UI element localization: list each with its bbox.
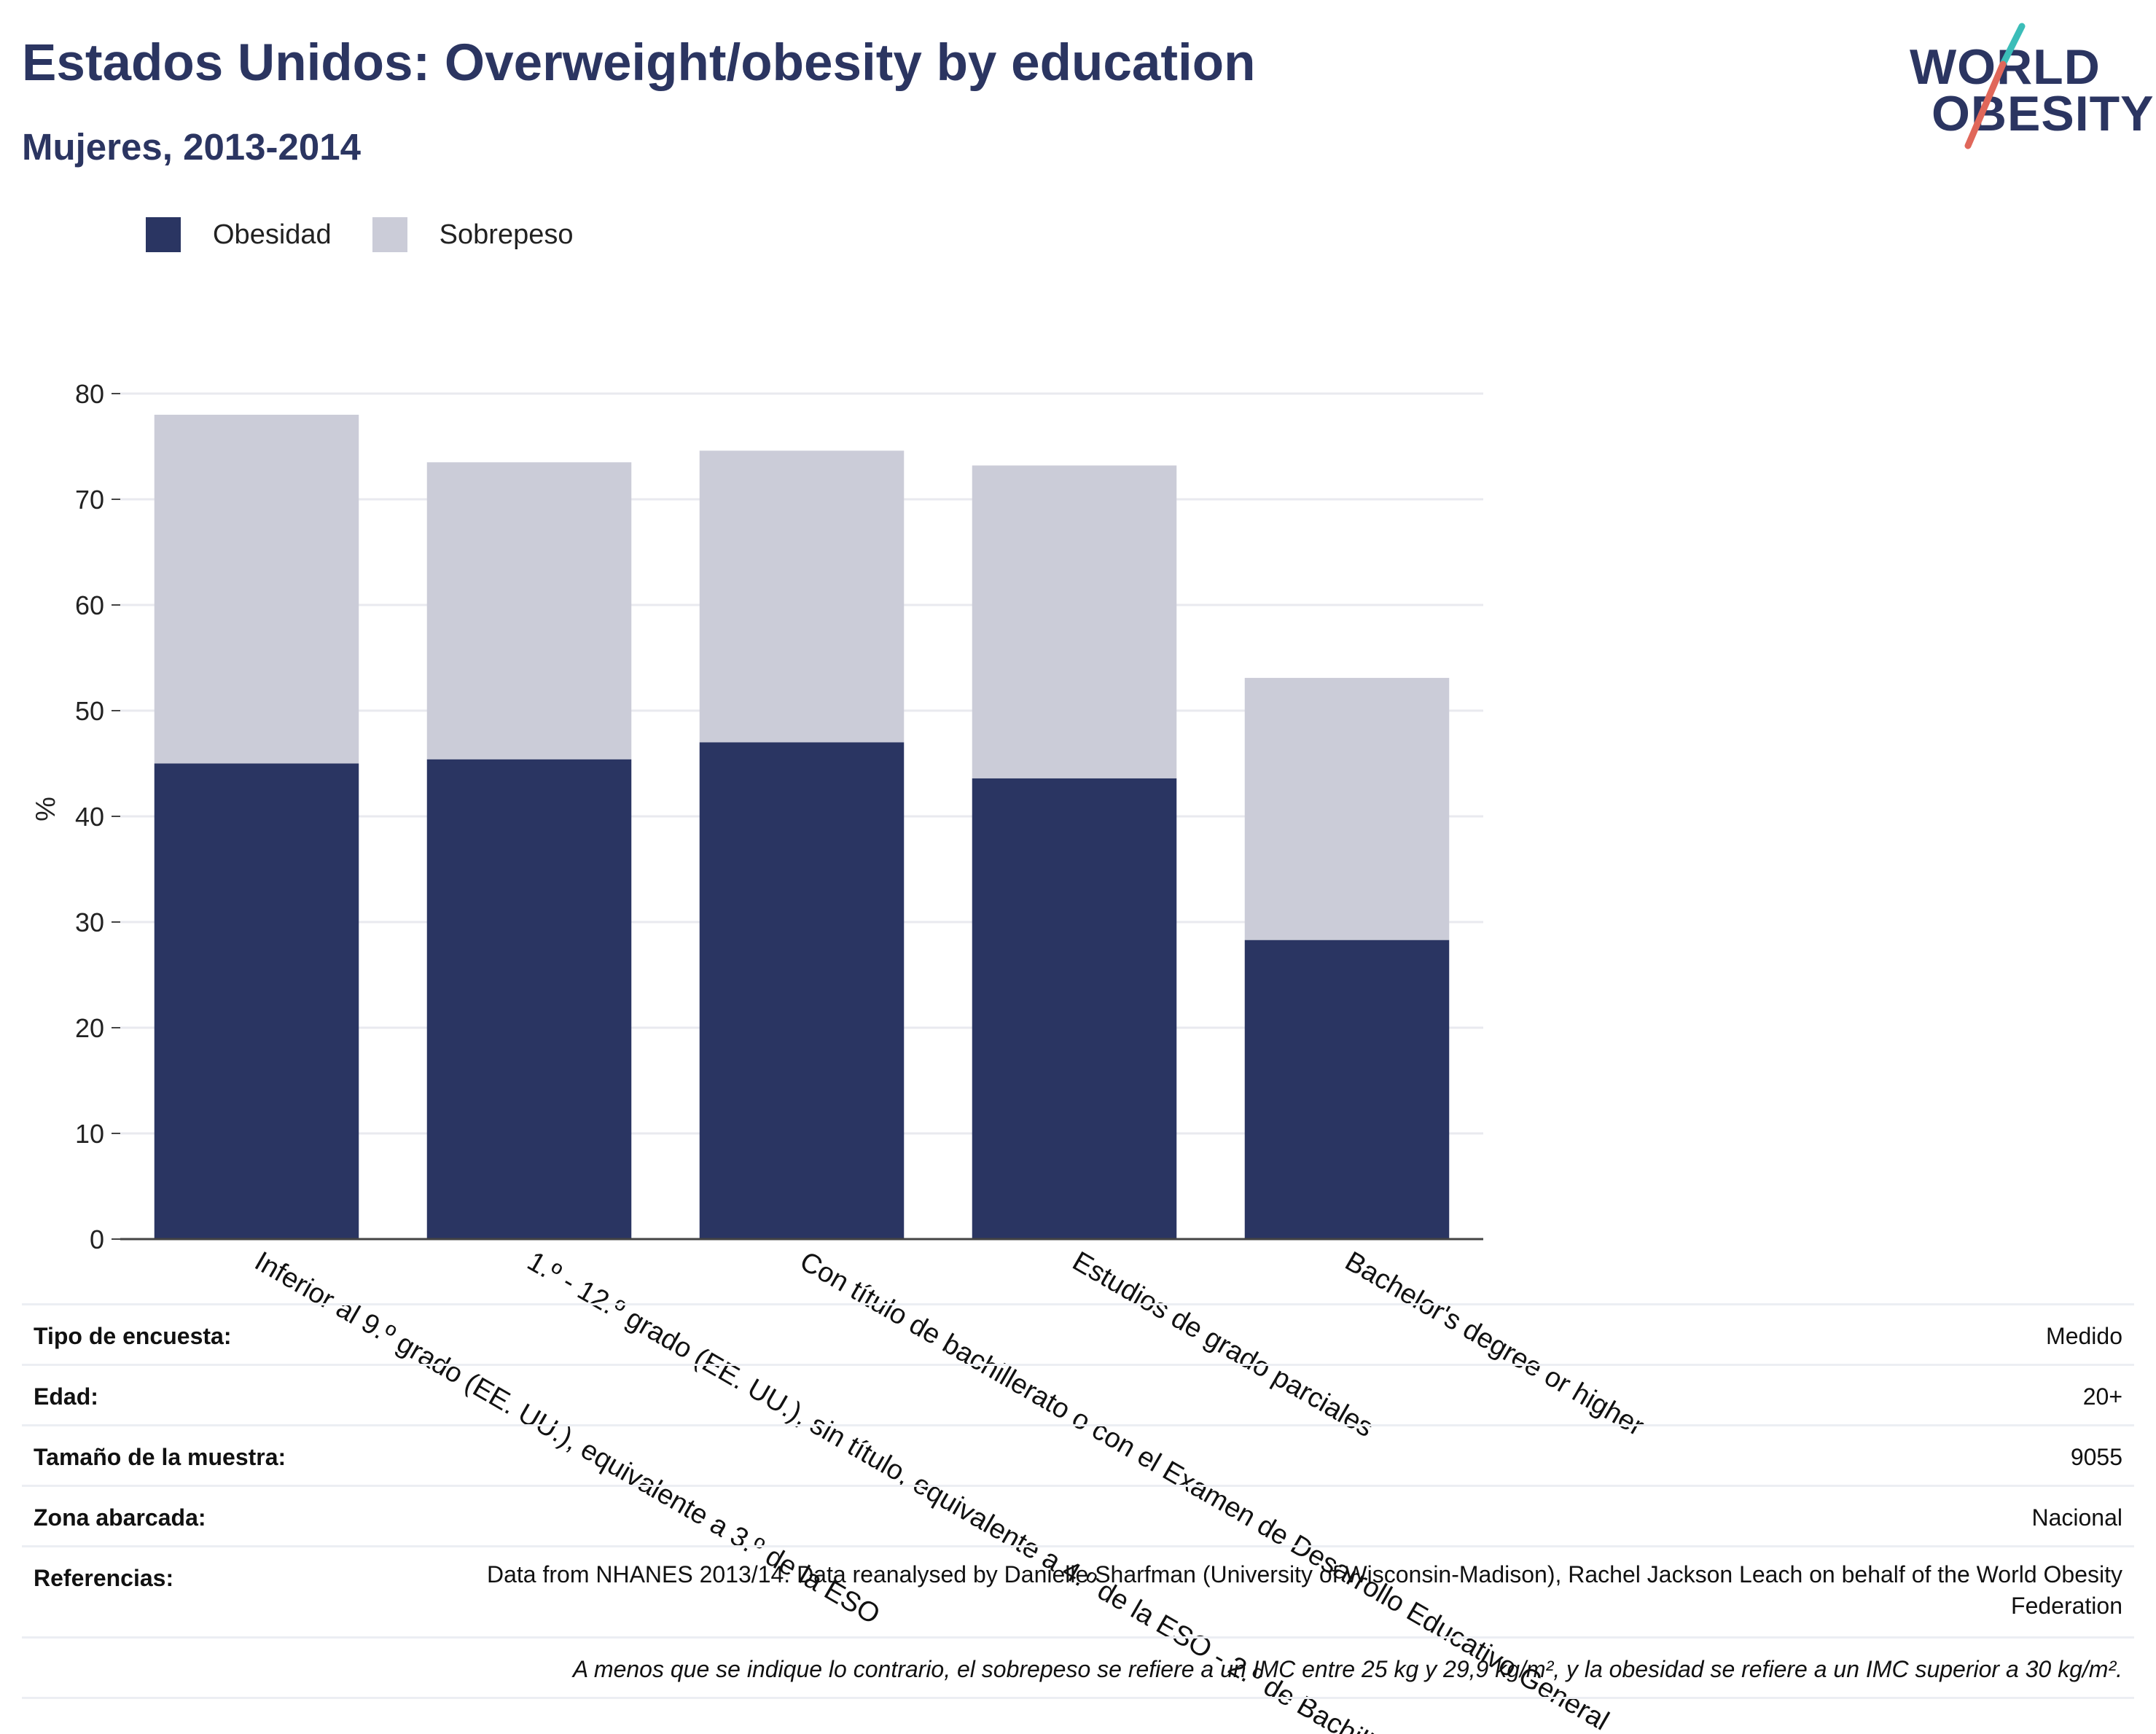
legend-swatch-obesidad (146, 217, 181, 252)
legend-item-obesidad[interactable]: Obesidad (146, 217, 332, 252)
legend-label-sobrepeso: Sobrepeso (439, 219, 574, 250)
y-tick-label: 40 (75, 802, 104, 832)
y-axis-label: % (31, 797, 61, 821)
bar-sobrepeso-3 (972, 465, 1177, 778)
info-row-references: Referencias: Data from NHANES 2013/14. D… (22, 1545, 2134, 1636)
info-row-sample-size: Tamaño de la muestra: 9055 (22, 1424, 2134, 1485)
bar-obesidad-2 (699, 742, 905, 1239)
legend-label-obesidad: Obesidad (213, 219, 332, 250)
survey-info-table: Tipo de encuesta: Medido Edad: 20+ Tamañ… (22, 1303, 2134, 1699)
definition-note-row: A menos que se indique lo contrario, el … (22, 1636, 2134, 1699)
info-key: Tamaño de la muestra: (34, 1444, 286, 1470)
y-tick-label: 10 (75, 1119, 104, 1149)
info-value: 20+ (2082, 1383, 2122, 1410)
chart-title: Estados Unidos: Overweight/obesity by ed… (22, 34, 1256, 92)
bar-sobrepeso-4 (1244, 678, 1450, 940)
y-tick-label: 0 (90, 1225, 104, 1254)
info-key: Zona abarcada: (34, 1504, 206, 1531)
legend-swatch-sobrepeso (372, 217, 407, 252)
info-key: Edad: (34, 1383, 98, 1410)
bar-obesidad-4 (1244, 940, 1450, 1239)
bar-obesidad-1 (426, 759, 632, 1239)
bar-obesidad-3 (972, 778, 1177, 1239)
chart-legend: Obesidad Sobrepeso (146, 217, 614, 252)
info-key: Referencias: (34, 1565, 174, 1591)
info-value: 9055 (2070, 1444, 2122, 1470)
info-row-age: Edad: 20+ (22, 1364, 2134, 1424)
y-tick-label: 30 (75, 907, 104, 937)
info-key: Tipo de encuesta: (34, 1323, 232, 1349)
bar-sobrepeso-1 (426, 462, 632, 759)
info-row-survey-type: Tipo de encuesta: Medido (22, 1303, 2134, 1364)
y-tick-label: 50 (75, 696, 104, 726)
bar-sobrepeso-2 (699, 450, 905, 743)
chart-subtitle: Mujeres, 2013-2014 (22, 126, 361, 168)
y-tick-label: 80 (75, 379, 104, 409)
legend-item-sobrepeso[interactable]: Sobrepeso (372, 217, 574, 252)
info-row-area: Zona abarcada: Nacional (22, 1485, 2134, 1545)
info-value: Nacional (2031, 1504, 2122, 1531)
bars (154, 415, 1450, 1239)
y-tick-label: 70 (75, 485, 104, 515)
logo-line-2: OBESITY (1932, 86, 2155, 141)
info-value: Medido (2046, 1323, 2122, 1349)
bar-sobrepeso-0 (154, 415, 359, 764)
y-tick-label: 20 (75, 1013, 104, 1043)
y-tick-label: 60 (75, 590, 104, 620)
references-text: Data from NHANES 2013/14. Data reanalyse… (486, 1561, 2122, 1619)
definition-note: A menos que se indique lo contrario, el … (572, 1656, 2122, 1682)
bar-obesidad-0 (154, 763, 359, 1239)
world-obesity-logo: WORLD OBESITY (1895, 22, 2154, 160)
logo-stripe-icon (1964, 23, 2026, 149)
